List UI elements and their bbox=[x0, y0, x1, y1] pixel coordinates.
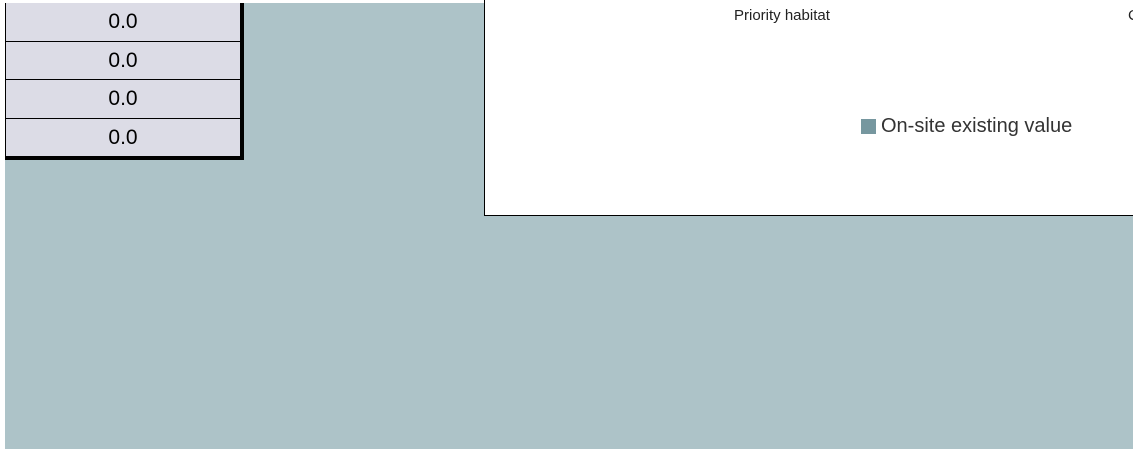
cell[interactable]: 0.0 bbox=[5, 41, 241, 80]
category-label: C bbox=[1128, 7, 1133, 24]
cell[interactable]: 0.0 bbox=[5, 80, 241, 119]
cell[interactable]: 0.0 bbox=[5, 3, 241, 42]
legend: On-site existing value bbox=[861, 115, 1072, 138]
cell-column: 0.0 0.0 0.0 0.0 bbox=[5, 3, 244, 160]
legend-label: On-site existing value bbox=[881, 115, 1073, 137]
legend-swatch bbox=[861, 119, 876, 134]
cell[interactable]: 0.0 bbox=[5, 118, 241, 157]
category-label: Priority habitat bbox=[734, 7, 830, 24]
chart-area[interactable]: Priority habitat C On-site existing valu… bbox=[484, 0, 1133, 216]
